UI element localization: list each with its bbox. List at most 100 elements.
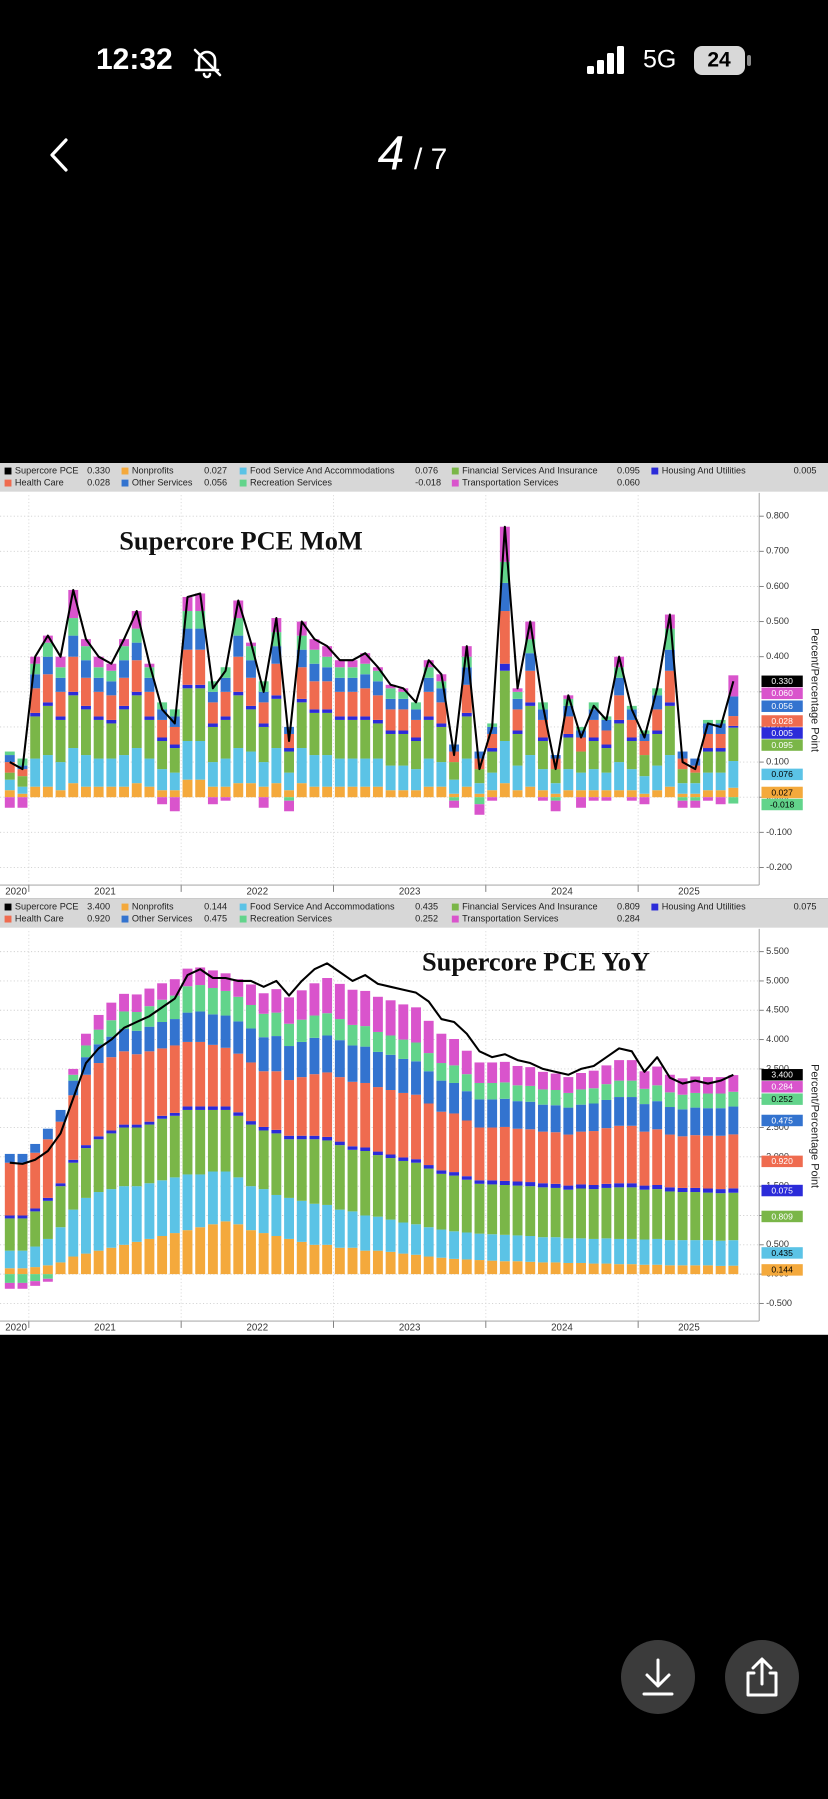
bar-segment <box>652 730 663 734</box>
bar-segment <box>42 755 53 787</box>
bar-segment <box>55 1227 66 1263</box>
bar-segment <box>322 656 333 668</box>
legend-label: Recreation Services <box>250 477 332 487</box>
back-button[interactable] <box>50 138 68 172</box>
bar-segment <box>322 1072 333 1137</box>
bar-segment <box>398 1222 409 1254</box>
bar-segment <box>17 797 28 808</box>
bar-segment <box>588 1184 599 1190</box>
bar-segment <box>233 1021 244 1054</box>
bar-segment <box>385 790 396 798</box>
bar-segment <box>626 1125 637 1184</box>
bar-segment <box>284 751 295 773</box>
bar-segment <box>309 1074 320 1136</box>
bar-segment <box>537 741 548 770</box>
bar-segment <box>703 1192 713 1241</box>
bar-segment <box>677 758 688 770</box>
bar-segment <box>182 649 193 685</box>
bar-segment <box>411 1162 421 1225</box>
bar-segment <box>334 1141 345 1146</box>
bar-segment <box>68 635 79 657</box>
x-tick-label: 2022 <box>246 1322 268 1333</box>
bar-segment <box>347 660 358 668</box>
y-tick-label: 0.500 <box>766 616 789 626</box>
bar-segment <box>246 709 256 752</box>
bar-segment <box>677 1240 688 1266</box>
value-tag <box>761 727 803 739</box>
bar-segment <box>17 776 28 787</box>
bar-segment <box>246 783 256 798</box>
bar-segment <box>195 741 206 780</box>
legend-label: Transportation Services <box>462 913 559 923</box>
bar-segment <box>436 1111 447 1171</box>
x-tick-label: 2021 <box>94 1322 116 1333</box>
value-tag-label: 0.920 <box>771 1156 793 1166</box>
share-icon[interactable] <box>746 1657 778 1697</box>
bar-segment <box>474 797 485 805</box>
legend-label: Housing And Utilities <box>662 901 746 911</box>
bar-segment <box>512 1085 523 1102</box>
bar-segment <box>68 656 79 692</box>
bar-segment <box>322 646 333 657</box>
download-icon[interactable] <box>642 1658 674 1696</box>
bar-segment <box>309 1203 320 1245</box>
signal-bar <box>597 60 604 74</box>
bar-segment <box>360 719 371 759</box>
value-tag <box>761 1069 803 1081</box>
bar-segment <box>207 691 218 703</box>
bar-segment <box>322 1204 333 1245</box>
bar-segment <box>512 1181 523 1186</box>
download-button[interactable] <box>621 1640 695 1714</box>
bar-segment <box>182 1106 193 1110</box>
bar-segment <box>309 1135 320 1140</box>
bar-segment <box>131 691 142 696</box>
bar-segment <box>81 1148 91 1198</box>
bar-segment <box>614 695 625 720</box>
bar-segment <box>309 755 320 787</box>
bar-segment <box>271 1236 282 1275</box>
bar-segment <box>4 1268 15 1275</box>
bar-segment <box>588 790 599 798</box>
bar-segment <box>703 1135 713 1189</box>
bar-segment <box>119 677 129 706</box>
bar-segment <box>106 1189 117 1248</box>
bar-segment <box>246 705 256 710</box>
bar-segment <box>258 723 269 727</box>
bar-segment <box>537 790 548 798</box>
bar-segment <box>347 1146 358 1150</box>
bar-segment <box>576 1238 586 1263</box>
share-button[interactable] <box>725 1640 799 1714</box>
legend-label: Other Services <box>132 477 193 487</box>
bar-segment <box>703 772 713 791</box>
bar-segment <box>30 1281 41 1286</box>
bar-segment <box>461 1259 472 1275</box>
value-tag-label: 0.095 <box>771 740 793 750</box>
bar-segment <box>322 755 333 787</box>
bar-segment <box>119 660 129 678</box>
bar-segment <box>309 983 320 1016</box>
bar-segment <box>690 797 701 801</box>
bar-segment <box>131 1127 142 1187</box>
bar-segment <box>474 769 485 784</box>
bar-segment <box>169 772 180 791</box>
y-tick-label: 3.500 <box>766 1063 789 1073</box>
bar-segment <box>626 790 637 798</box>
bar-segment <box>690 772 701 784</box>
bar-segment <box>487 1234 498 1261</box>
bar-segment <box>220 990 231 1016</box>
bar-segment <box>207 1109 218 1172</box>
legend-swatch <box>121 467 129 475</box>
bar-segment <box>677 793 688 798</box>
bar-segment <box>119 646 129 661</box>
bar-segment <box>246 984 256 1005</box>
bar-segment <box>423 1071 434 1104</box>
bar-segment <box>639 1088 650 1105</box>
bar-segment <box>106 1133 117 1190</box>
bar-segment <box>296 1041 307 1078</box>
legend-label: Other Services <box>132 913 193 923</box>
bar-segment <box>703 1108 713 1136</box>
value-tag <box>761 739 803 751</box>
bar-segment <box>68 1074 79 1081</box>
bar-segment <box>360 716 371 720</box>
bar-segment <box>360 674 371 689</box>
